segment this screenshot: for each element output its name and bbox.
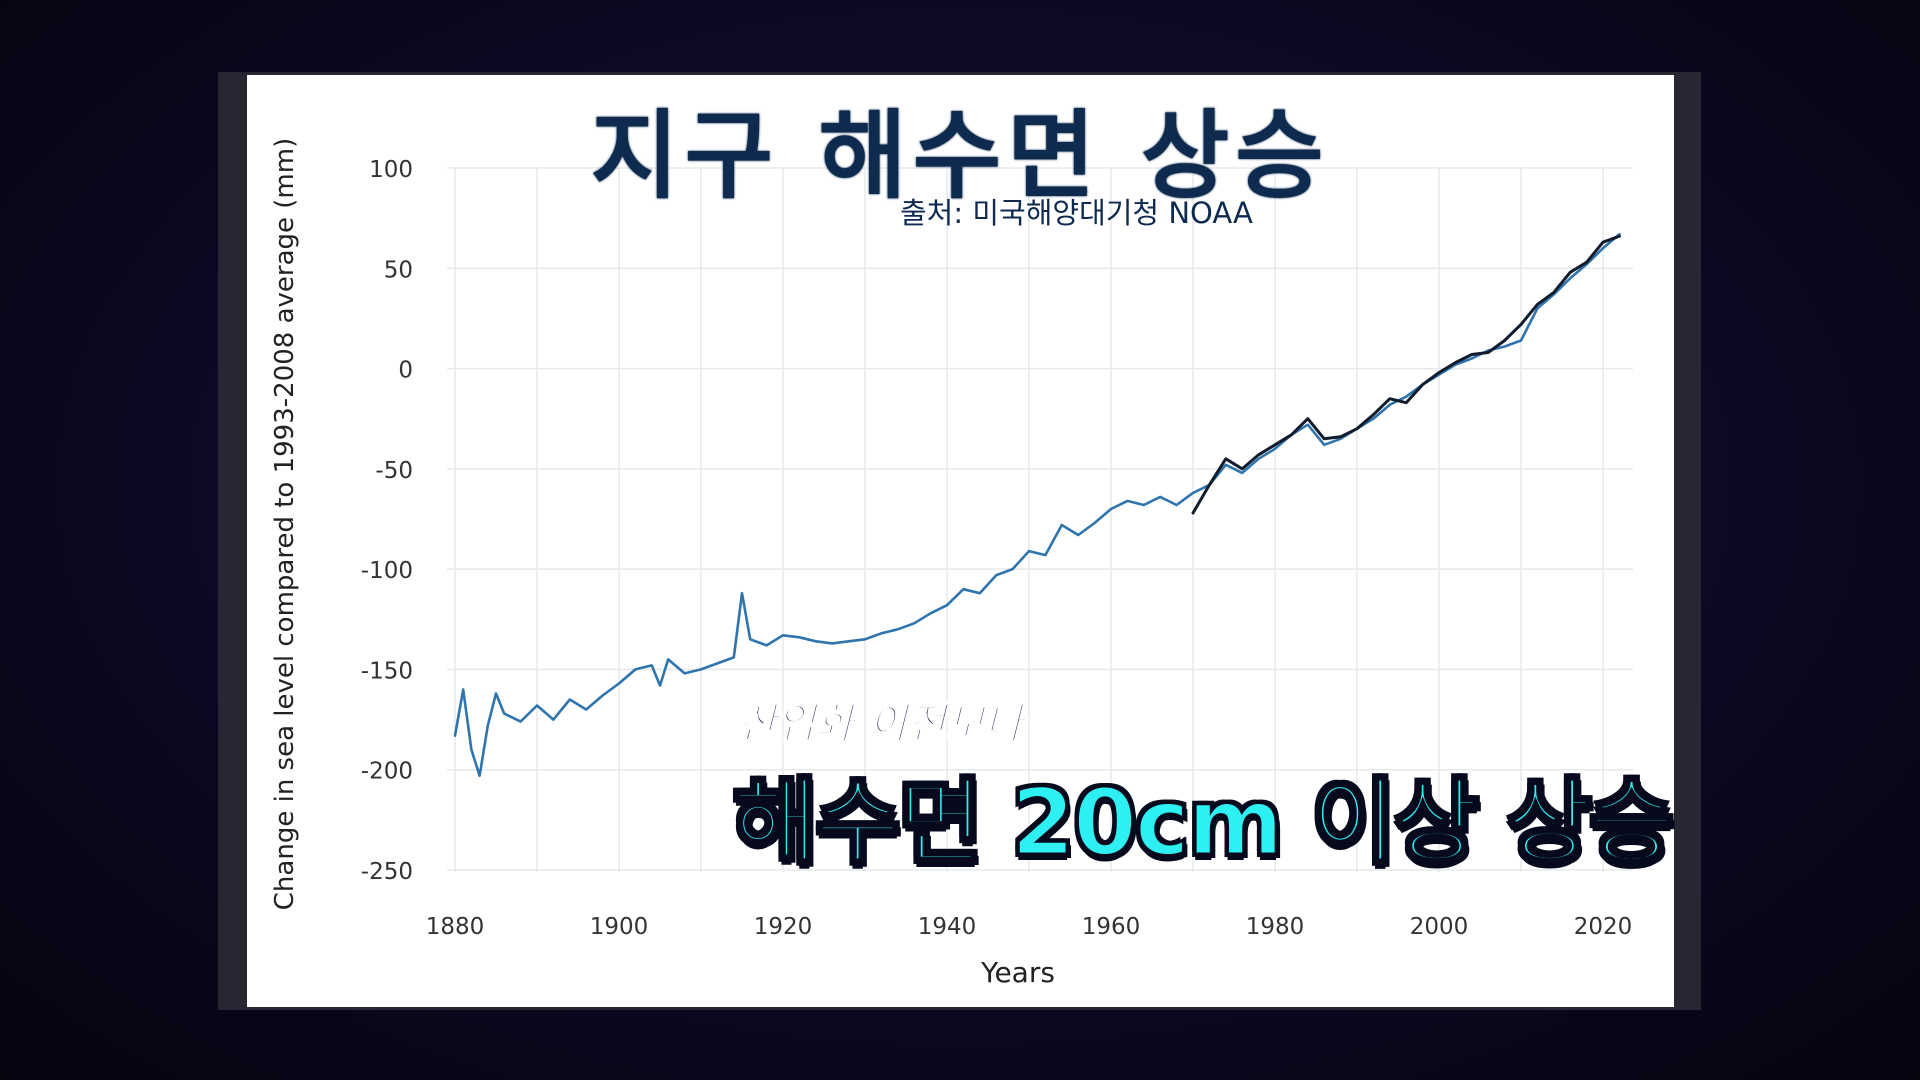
- x-tick-label: 1900: [590, 914, 649, 940]
- y-tick-label: -50: [375, 458, 413, 484]
- x-tick-label: 2020: [1574, 914, 1633, 940]
- y-tick-label: 0: [398, 358, 413, 384]
- x-tick-label: 1940: [918, 914, 977, 940]
- chart-grid: [447, 167, 1633, 872]
- y-tick-label: -200: [361, 759, 413, 785]
- series-line-2: [1191, 234, 1621, 515]
- y-axis-label: Change in sea level compared to 1993-200…: [270, 138, 300, 910]
- y-tick-label: 50: [384, 257, 413, 283]
- series-line-1: [453, 232, 1621, 778]
- y-tick-label: 100: [369, 157, 413, 183]
- y-tick-label: -150: [361, 658, 413, 684]
- x-tick-label: 1980: [1246, 914, 1305, 940]
- x-axis-ticks: 1880 1900 1920 1940 1960 1980 2000 2020: [426, 914, 1633, 940]
- y-tick-label: -100: [361, 558, 413, 584]
- y-axis-ticks: 100 50 0 -50 -100 -150 -200 -250: [361, 157, 413, 885]
- page-title: 지구 해수면 상승: [590, 100, 1330, 212]
- x-tick-label: 1960: [1082, 914, 1141, 940]
- x-tick-label: 1880: [426, 914, 485, 940]
- chart-card: [247, 75, 1674, 1007]
- x-tick-label: 1920: [754, 914, 813, 940]
- source-credit: 출처: 미국해양대기청 NOAA: [900, 196, 1253, 230]
- chart-series: [453, 232, 1621, 778]
- caption-line-1: 산업화 이전보다: [737, 698, 1024, 749]
- x-axis-label: Years: [980, 956, 1055, 989]
- y-tick-label: -250: [361, 859, 413, 885]
- x-tick-label: 2000: [1410, 914, 1469, 940]
- caption-line-2: 해수면 20cm 이상 상승: [732, 768, 1676, 878]
